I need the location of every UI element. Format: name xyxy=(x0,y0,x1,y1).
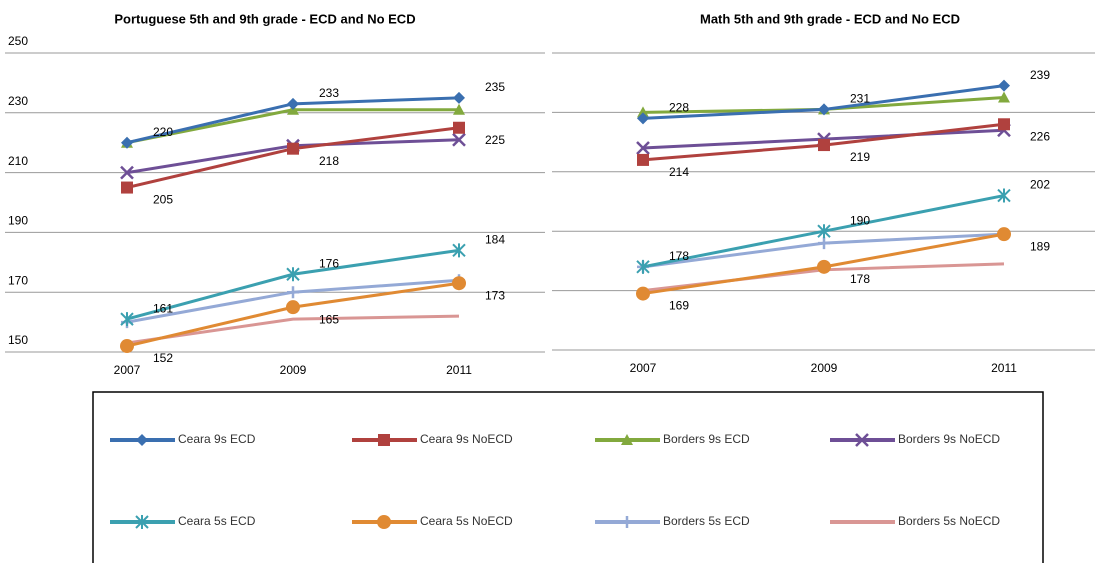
data-label: 176 xyxy=(319,256,339,270)
point-marker xyxy=(453,103,465,115)
point-marker xyxy=(637,153,649,166)
point-marker xyxy=(453,91,465,104)
point-marker xyxy=(637,106,649,118)
point-marker xyxy=(817,259,831,274)
legend-marker xyxy=(377,515,391,529)
data-label: 220 xyxy=(153,125,173,139)
data-label: 169 xyxy=(669,299,689,313)
point-marker xyxy=(120,165,134,180)
legend-label: Borders 9s ECD xyxy=(663,432,750,446)
data-label: 226 xyxy=(1030,129,1050,143)
data-label: 152 xyxy=(153,351,173,365)
legend-label: Ceara 5s NoECD xyxy=(420,514,513,528)
point-marker xyxy=(121,136,133,149)
legend-marker xyxy=(855,433,869,447)
legend-marker xyxy=(135,515,149,529)
point-marker xyxy=(817,224,831,239)
data-label: 225 xyxy=(485,133,505,147)
point-marker xyxy=(452,243,466,258)
x-tick-label: 2007 xyxy=(630,361,657,375)
data-label: 205 xyxy=(153,193,173,207)
point-marker xyxy=(636,141,650,155)
point-marker xyxy=(453,121,465,134)
x-tick-label: 2011 xyxy=(991,361,1017,375)
legend-marker xyxy=(378,434,390,446)
data-label: 202 xyxy=(1030,178,1050,192)
legend-label: Borders 5s ECD xyxy=(663,514,750,528)
y-tick-label: 210 xyxy=(8,154,28,168)
x-tick-label: 2011 xyxy=(446,363,472,377)
point-marker xyxy=(120,339,134,354)
legend-label: Borders 5s NoECD xyxy=(898,514,1000,528)
series-line xyxy=(126,314,460,345)
data-label: 235 xyxy=(485,80,505,94)
point-marker xyxy=(998,79,1010,92)
data-label: 189 xyxy=(1030,239,1050,253)
point-marker xyxy=(636,286,650,301)
data-label: 218 xyxy=(319,154,339,168)
point-marker xyxy=(998,91,1010,103)
point-marker xyxy=(287,286,299,299)
data-label: 178 xyxy=(850,272,870,286)
data-label: 190 xyxy=(850,213,870,227)
x-tick-label: 2009 xyxy=(280,363,307,377)
data-label: 178 xyxy=(669,249,689,263)
data-label: 239 xyxy=(1030,68,1050,82)
chart-title: Math 5th and 9th grade - ECD and No ECD xyxy=(700,11,960,26)
point-marker xyxy=(121,181,133,194)
data-label: 219 xyxy=(850,150,870,164)
point-marker xyxy=(998,118,1010,131)
legend-label: Ceara 5s ECD xyxy=(178,514,256,528)
point-marker xyxy=(286,267,300,282)
point-marker xyxy=(287,142,299,155)
data-label: 231 xyxy=(850,92,870,106)
point-marker xyxy=(120,312,134,327)
legend-marker xyxy=(621,434,633,445)
data-label: 228 xyxy=(669,101,689,115)
legend-label: Ceara 9s NoECD xyxy=(420,432,513,446)
legend-label: Ceara 9s ECD xyxy=(178,432,256,446)
point-marker xyxy=(636,259,650,274)
x-tick-label: 2009 xyxy=(811,361,838,375)
legend-marker xyxy=(136,434,148,446)
chart-title: Portuguese 5th and 9th grade - ECD and N… xyxy=(114,11,415,26)
y-tick-label: 250 xyxy=(8,34,28,48)
x-tick-label: 2007 xyxy=(114,363,141,377)
point-marker xyxy=(452,132,466,147)
y-tick-label: 150 xyxy=(8,333,28,347)
data-label: 233 xyxy=(319,86,339,100)
point-marker xyxy=(287,97,299,110)
series-line xyxy=(126,126,460,190)
point-marker xyxy=(452,276,466,291)
point-marker xyxy=(818,139,830,152)
point-marker xyxy=(637,112,649,125)
point-marker xyxy=(818,237,830,250)
y-tick-label: 190 xyxy=(8,214,28,228)
data-label: 161 xyxy=(153,301,173,315)
point-marker xyxy=(997,188,1011,203)
data-label: 184 xyxy=(485,233,505,247)
data-label: 165 xyxy=(319,312,339,326)
data-label: 173 xyxy=(485,288,505,302)
y-tick-label: 170 xyxy=(8,273,28,287)
y-tick-label: 230 xyxy=(8,94,28,108)
legend-label: Borders 9s NoECD xyxy=(898,432,1000,446)
point-marker xyxy=(286,300,300,315)
legend-box xyxy=(92,391,1044,563)
data-label: 214 xyxy=(669,165,689,179)
point-marker xyxy=(818,103,830,116)
legend-marker xyxy=(621,516,633,528)
point-marker xyxy=(997,227,1011,242)
